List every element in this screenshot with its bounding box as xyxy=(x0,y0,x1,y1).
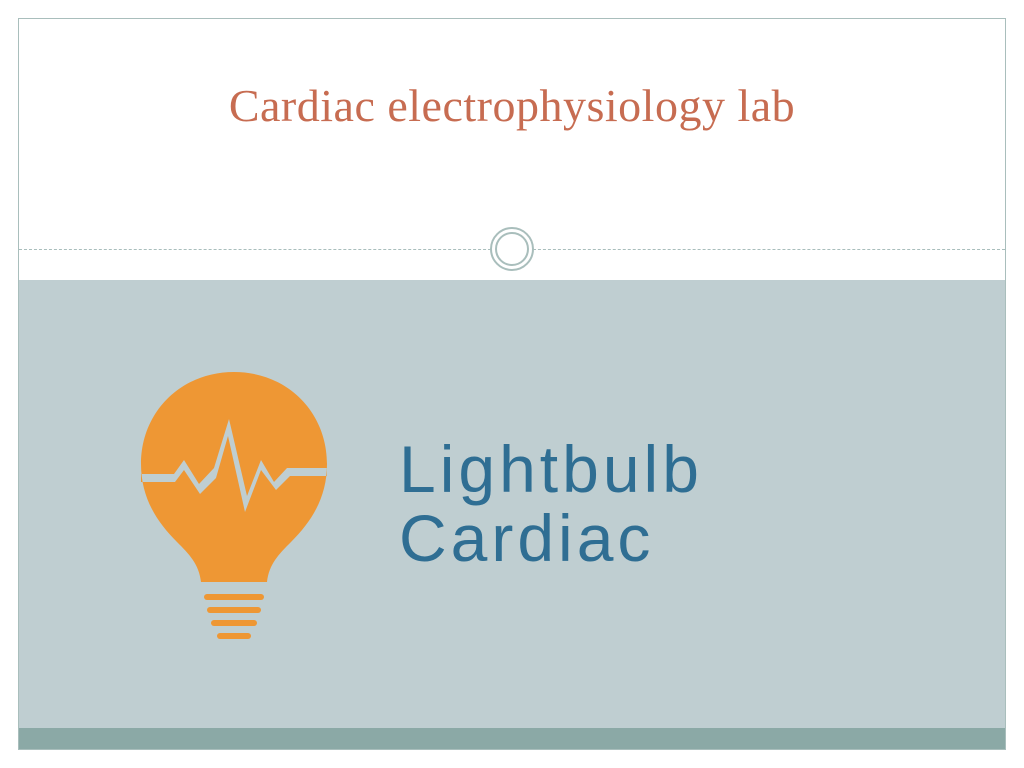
brand-lockup: Lightbulb Cardiac xyxy=(129,364,703,644)
lightbulb-ecg-icon xyxy=(129,364,339,644)
body-panel: Lightbulb Cardiac xyxy=(19,280,1005,728)
brand-text: Lightbulb Cardiac xyxy=(399,435,703,574)
brand-line-1: Lightbulb xyxy=(399,435,703,504)
brand-line-2: Cardiac xyxy=(399,504,703,573)
divider-ring xyxy=(490,227,534,271)
title-panel: Cardiac electrophysiology lab xyxy=(19,19,1005,249)
slide-container: Cardiac electrophysiology lab Lightbulb … xyxy=(0,0,1024,768)
divider-ring-inner xyxy=(495,232,529,266)
footer-strip xyxy=(19,728,1005,749)
slide-title: Cardiac electrophysiology lab xyxy=(229,79,795,132)
